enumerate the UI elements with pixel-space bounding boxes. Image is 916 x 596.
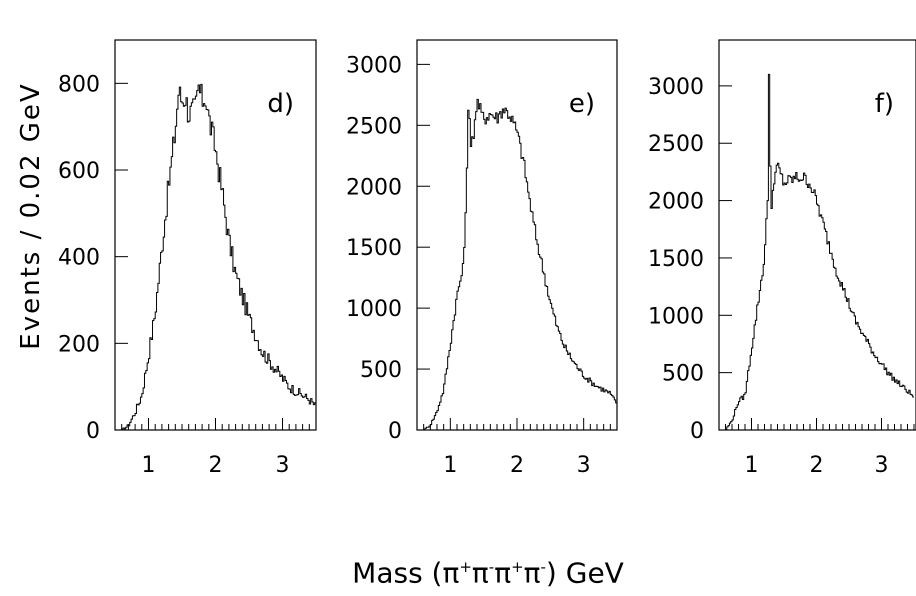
y-tick-label: 1500 bbox=[648, 247, 704, 272]
y-tick-label: 800 bbox=[58, 72, 100, 97]
y-tick-label: 400 bbox=[58, 246, 100, 271]
panel-label: f) bbox=[875, 89, 894, 119]
y-tick-label: 200 bbox=[58, 332, 100, 357]
x-tick-label: 1 bbox=[745, 453, 759, 478]
x-tick-label: 2 bbox=[510, 453, 524, 478]
histogram-series-3 bbox=[719, 73, 914, 431]
y-tick-label: 500 bbox=[662, 362, 704, 387]
y-tick-label: 2000 bbox=[346, 175, 402, 200]
y-tick-label: 2000 bbox=[648, 190, 704, 215]
y-axis-label: Events / 0.02 GeV bbox=[16, 82, 46, 350]
x-tick-label: 1 bbox=[443, 453, 457, 478]
x-tick-label: 2 bbox=[810, 453, 824, 478]
plot-frame-3 bbox=[718, 39, 916, 431]
y-tick-label: 3000 bbox=[346, 53, 402, 78]
x-tick-label: 2 bbox=[209, 453, 223, 478]
x-tick-label: 1 bbox=[142, 453, 156, 478]
y-tick-label: 1000 bbox=[648, 304, 704, 329]
x-tick-label: 3 bbox=[875, 453, 889, 478]
panel-label: d) bbox=[267, 89, 294, 119]
y-tick-label: 2500 bbox=[648, 132, 704, 157]
y-tick-label: 0 bbox=[690, 419, 704, 444]
histogram-series-2 bbox=[417, 98, 617, 431]
histogram-series-1 bbox=[115, 83, 316, 431]
y-tick-label: 600 bbox=[58, 159, 100, 184]
y-tick-label: 1000 bbox=[346, 297, 402, 322]
x-tick-label: 3 bbox=[577, 453, 591, 478]
x-axis-label: Mass (π+π-π+π-) GeV bbox=[352, 556, 624, 590]
y-tick-label: 0 bbox=[86, 419, 100, 444]
y-tick-label: 2500 bbox=[346, 114, 402, 139]
y-tick-label: 0 bbox=[388, 419, 402, 444]
y-tick-label: 500 bbox=[360, 358, 402, 383]
x-tick-label: 3 bbox=[276, 453, 290, 478]
y-tick-label: 1500 bbox=[346, 236, 402, 261]
panel-label: e) bbox=[569, 89, 595, 119]
y-tick-label: 3000 bbox=[648, 75, 704, 100]
